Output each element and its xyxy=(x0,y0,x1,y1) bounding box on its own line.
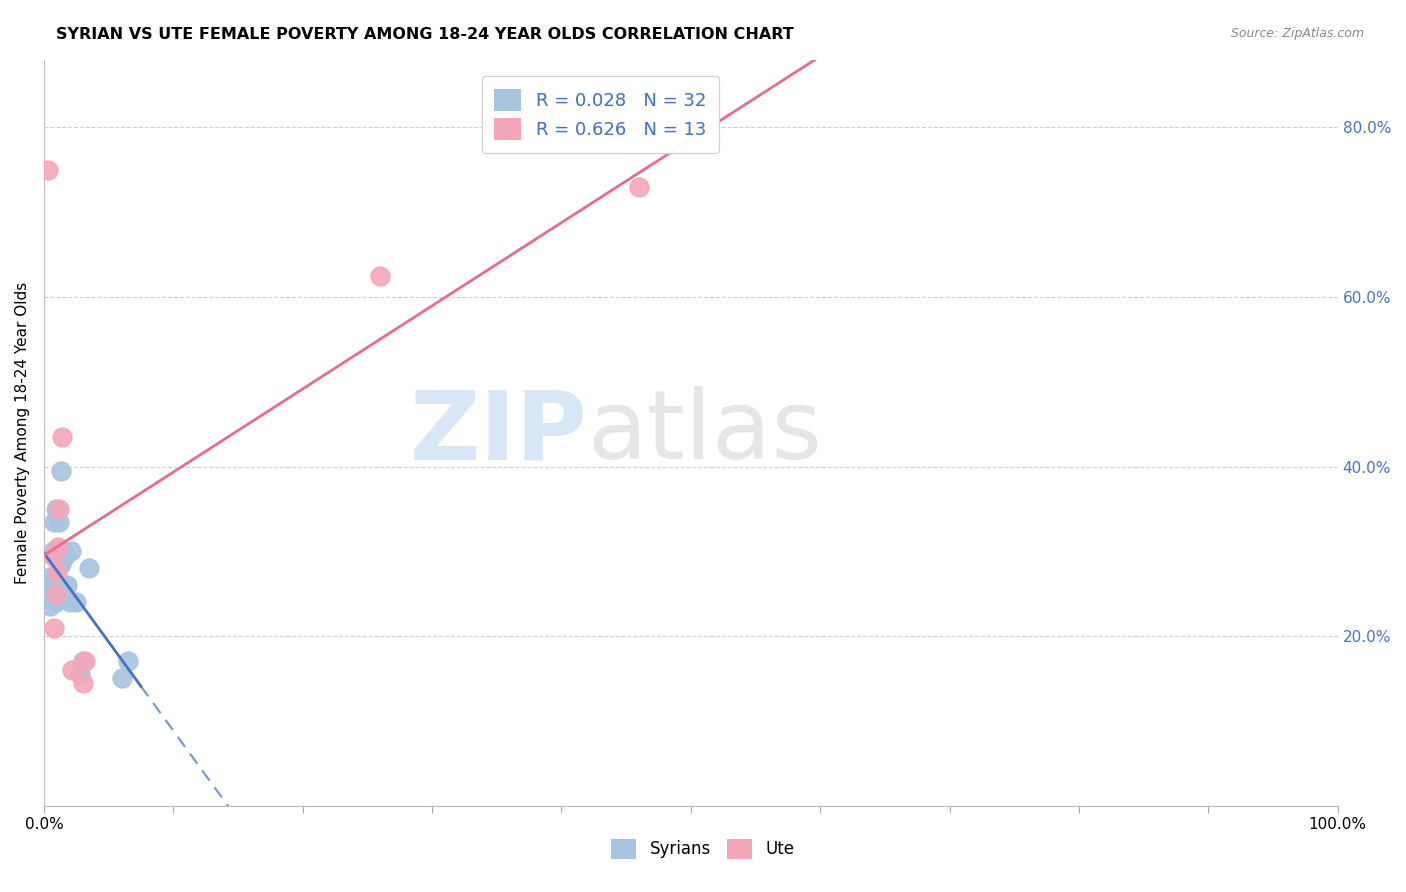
Point xyxy=(45,570,67,584)
Text: atlas: atlas xyxy=(588,386,823,479)
Point xyxy=(77,561,100,575)
Point xyxy=(60,544,83,558)
Point xyxy=(45,544,67,558)
Point xyxy=(48,515,70,529)
Point xyxy=(42,549,65,563)
Point xyxy=(110,672,132,686)
Point xyxy=(44,574,66,588)
Point xyxy=(69,667,91,681)
Point xyxy=(59,595,82,609)
Point xyxy=(627,179,650,194)
Point xyxy=(42,591,65,605)
Point xyxy=(49,557,72,571)
Point xyxy=(65,595,87,609)
Point xyxy=(72,655,94,669)
Point xyxy=(39,570,62,584)
Point xyxy=(44,587,66,601)
Point xyxy=(39,591,62,605)
Point xyxy=(42,544,65,558)
Point xyxy=(39,582,62,597)
Point xyxy=(46,540,69,554)
Point xyxy=(52,578,75,592)
Point xyxy=(44,621,66,635)
Point xyxy=(117,655,139,669)
Point xyxy=(39,599,62,614)
Point xyxy=(51,430,73,444)
Point xyxy=(48,502,70,516)
Point xyxy=(52,544,75,558)
Point xyxy=(368,268,391,283)
Text: SYRIAN VS UTE FEMALE POVERTY AMONG 18-24 YEAR OLDS CORRELATION CHART: SYRIAN VS UTE FEMALE POVERTY AMONG 18-24… xyxy=(56,27,794,42)
Point xyxy=(72,675,94,690)
Legend: Syrians, Ute: Syrians, Ute xyxy=(605,832,801,866)
Point xyxy=(48,557,70,571)
Point xyxy=(53,549,76,563)
Y-axis label: Female Poverty Among 18-24 Year Olds: Female Poverty Among 18-24 Year Olds xyxy=(15,282,30,583)
Point xyxy=(45,582,67,597)
Point xyxy=(45,566,67,580)
Text: Source: ZipAtlas.com: Source: ZipAtlas.com xyxy=(1230,27,1364,40)
Point xyxy=(60,663,83,677)
Legend: R = 0.028   N = 32, R = 0.626   N = 13: R = 0.028 N = 32, R = 0.626 N = 13 xyxy=(482,76,718,153)
Point xyxy=(37,162,59,177)
Point xyxy=(44,515,66,529)
Point xyxy=(49,464,72,478)
Point xyxy=(39,578,62,592)
Point xyxy=(42,578,65,592)
Point xyxy=(75,655,97,669)
Point xyxy=(44,502,66,516)
Text: ZIP: ZIP xyxy=(409,386,588,479)
Point xyxy=(44,595,66,609)
Point xyxy=(44,587,66,601)
Point xyxy=(56,578,79,592)
